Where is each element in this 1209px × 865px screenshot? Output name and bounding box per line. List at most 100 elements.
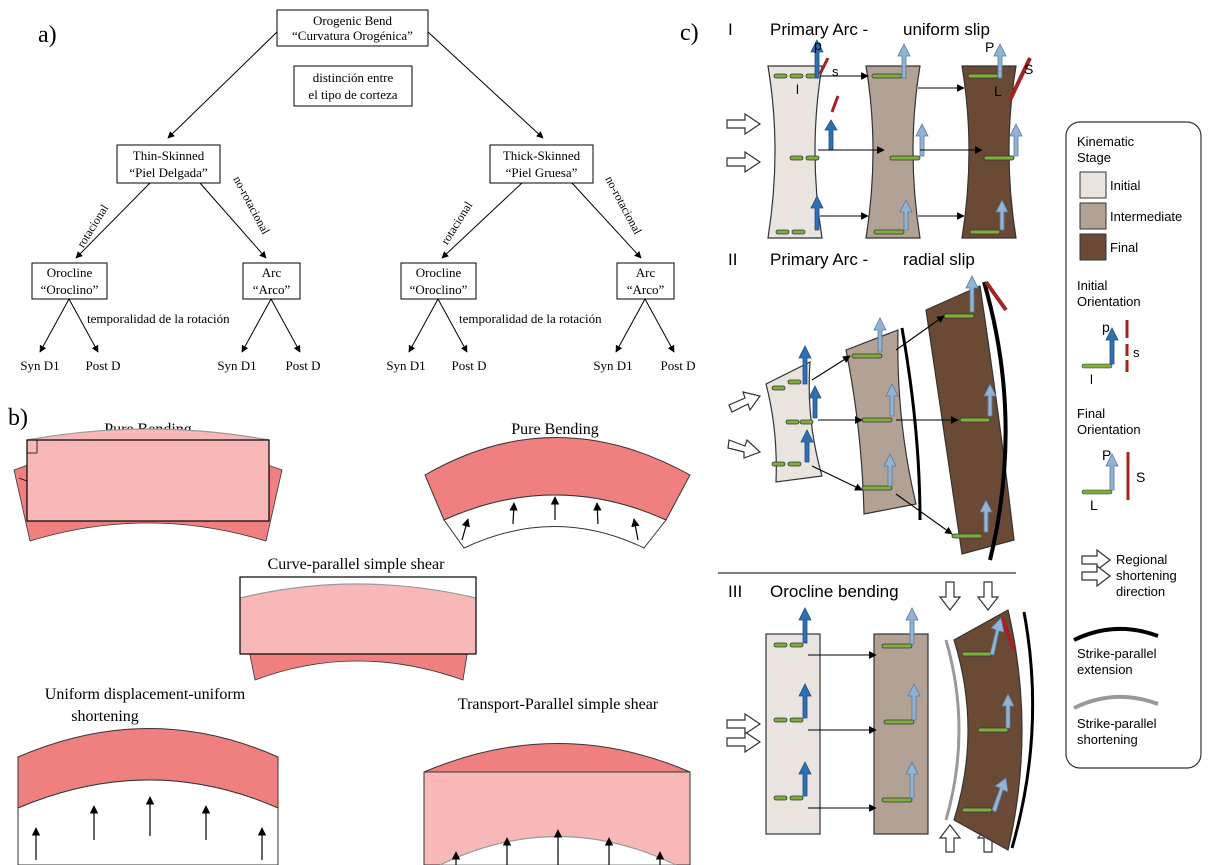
panel-b-bending: b) Pure Bending Pure Bending Curve-paral…: [8, 405, 691, 865]
leaf-syn-3: Syn D1: [386, 358, 425, 373]
arc-box-thin: [242, 262, 301, 300]
transport-top-cap: [423, 743, 691, 773]
orocline-box-thin: [31, 262, 108, 300]
edge-thin-arc: [199, 182, 267, 259]
legend-short-1: Strike-parallel: [1077, 716, 1157, 731]
rot-label-thick: rotacional: [438, 198, 476, 247]
row3-number: III: [728, 582, 742, 601]
leaf-post-4: Post D: [660, 358, 695, 373]
rot-label-thin: rotacional: [74, 201, 112, 250]
edge-thick-arc: [571, 182, 642, 259]
legend-shortening-arrow-icon: [1081, 564, 1111, 588]
orocline-thin-line1: Orocline: [47, 265, 93, 280]
edge-thin-orocline: [75, 182, 151, 259]
row3-intermediate-stage: [873, 633, 929, 835]
shortening-arrow: [726, 150, 762, 174]
legend-blue-arrow-icon: [1105, 327, 1119, 365]
legend-init-orient-1: Initial: [1077, 278, 1107, 293]
row1-lbl-s: s: [832, 64, 839, 79]
temporality-thick: temporalidad de la rotación: [459, 311, 602, 326]
legend-lbl-S: S: [1136, 469, 1145, 485]
row1-lbl-p: p: [814, 37, 822, 53]
legend-regional-2: shortening: [1116, 568, 1177, 583]
note-line1: distinción entre: [313, 70, 394, 85]
edge-leaf: [644, 298, 675, 353]
legend-regional-1: Regional: [1116, 552, 1167, 567]
thick-skinned-line2: “Piel Gruesa”: [506, 165, 578, 180]
uniform-title-line1: Uniform displacement-uniform: [45, 686, 246, 703]
thick-skinned-box: [489, 144, 594, 184]
edge-leaf: [437, 298, 468, 353]
legend-box: [1065, 121, 1202, 769]
legend-light-arrow-icon: [1105, 453, 1119, 491]
row1-lbl-L: L: [994, 83, 1002, 99]
row1-title-right: uniform slip: [903, 20, 990, 39]
nonrot-label-thin: no-rotacional: [230, 174, 273, 238]
legend-swatch-final: [1079, 233, 1107, 261]
legend-lbl-l: l: [1090, 372, 1093, 387]
pure-bending-frame-left: [26, 439, 270, 522]
row1-title-left: Primary Arc -: [770, 20, 868, 39]
legend-intermediate-label: Intermediate: [1110, 209, 1182, 224]
row1-intermediate-stage: [865, 65, 921, 239]
legend-init-orient-2: Orientation: [1077, 294, 1141, 309]
legend-swatch-initial: [1079, 171, 1107, 199]
row2-title-left: Primary Arc -: [770, 250, 868, 269]
arc-thin-line2: “Arco”: [253, 282, 291, 297]
pure-bending-lower-right: [443, 494, 667, 549]
legend-final-label: Final: [1110, 240, 1138, 255]
row2-title-right: radial slip: [903, 250, 975, 269]
note-box: [293, 65, 413, 107]
row1-lbl-l: l: [796, 82, 799, 97]
row3-title: Orocline bending: [770, 582, 899, 601]
thick-skinned-line1: Thick-Skinned: [503, 148, 581, 163]
thin-skinned-box: [116, 144, 221, 184]
legend-extension-line: [1073, 626, 1159, 642]
edge-root-thick: [427, 31, 544, 139]
edge-leaf: [615, 298, 646, 353]
orocline-thin-line2: “Oroclino”: [41, 282, 99, 297]
legend-regional-3: direction: [1116, 584, 1165, 599]
legend-lbl-P: P: [1102, 447, 1111, 463]
arc-box-thick: [616, 262, 675, 300]
root-label-line1: Orogenic Bend: [313, 13, 393, 28]
leaf-syn-4: Syn D1: [593, 358, 632, 373]
arc-thick-line1: Arc: [636, 265, 656, 280]
transport-parallel-title: Transport-Parallel simple shear: [458, 696, 659, 713]
panel-a-label: a): [38, 22, 57, 48]
orocline-box-thick: [400, 262, 477, 300]
panel-a-tree: a) Orogenic Bend “Curvatura Orogénica” d…: [20, 9, 696, 373]
thin-skinned-line2: “Piel Delgada”: [129, 165, 208, 180]
shortening-arrow: [728, 391, 762, 413]
orocline-thick-line1: Orocline: [416, 265, 462, 280]
row2-number: II: [728, 250, 737, 269]
leaf-syn-2: Syn D1: [217, 358, 256, 373]
row1-number: I: [728, 20, 733, 39]
leaf-post-2: Post D: [285, 358, 320, 373]
curve-parallel-frame: [239, 576, 477, 655]
root-label-line2: “Curvatura Orogénica”: [292, 28, 413, 43]
edge-leaf: [68, 298, 99, 353]
leaf-post-1: Post D: [85, 358, 120, 373]
legend-short-2: shortening: [1077, 732, 1138, 747]
legend-initial-label: Initial: [1110, 178, 1140, 193]
legend-ext-2: extension: [1077, 662, 1133, 677]
nonrot-label-thick: no-rotacional: [602, 174, 645, 238]
shortening-arrow: [938, 581, 962, 611]
edge-leaf: [39, 298, 70, 353]
legend-final-orient-2: Orientation: [1077, 422, 1141, 437]
panel-c-kinematic: c) I Primary Arc - uniform slip: [680, 20, 1202, 853]
note-line2: el tipo de corteza: [308, 87, 397, 102]
legend-lbl-L: L: [1090, 497, 1098, 513]
row1-final-stage: [961, 65, 1017, 239]
shortening-arrow: [938, 824, 962, 853]
pure-bending-title-right: Pure Bending: [511, 421, 599, 438]
legend-lbl-p: p: [1102, 319, 1110, 335]
uniform-title-line2: shortening: [71, 708, 139, 725]
shortening-arrow: [727, 438, 762, 459]
legend-stage-title-2: Stage: [1077, 150, 1111, 165]
legend-shortening-line: [1073, 694, 1159, 710]
edge-leaf: [241, 298, 272, 353]
shortening-arrow: [726, 112, 762, 136]
